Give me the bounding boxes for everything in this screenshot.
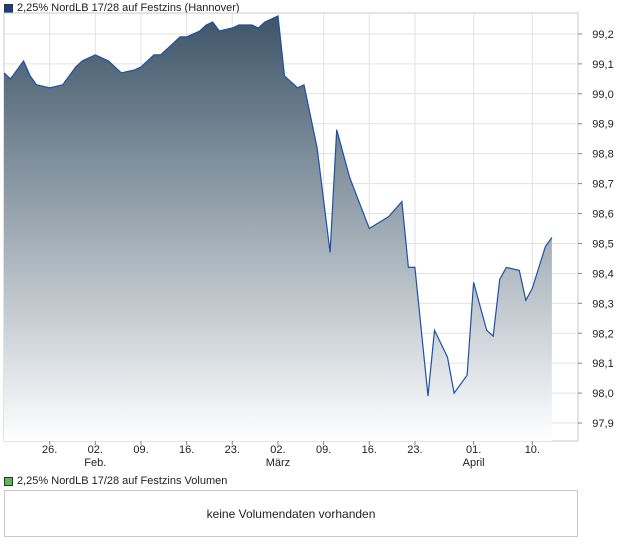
series-area <box>3 15 553 441</box>
volume-panel: keine Volumendaten vorhanden <box>4 490 578 537</box>
y-tick-label: 98,1 <box>592 358 613 370</box>
volume-panel-message: keine Volumendaten vorhanden <box>206 506 376 521</box>
x-tick-label: 02. <box>88 444 103 456</box>
series-line <box>3 15 553 397</box>
y-tick-label: 98,7 <box>592 179 613 191</box>
y-tick-label: 98,3 <box>592 298 613 310</box>
price-chart: 99,2 99,1 99,0 98,9 98,8 98,7 98,6 98,5 98,4 98,3… <box>3 12 614 469</box>
x-tick-label: 26. <box>42 444 57 456</box>
x-tick-label: 23. <box>407 444 422 456</box>
y-tick-label: 98,5 <box>592 238 613 250</box>
legend-price-label: 2,25% NordLB 17/28 auf Festzins (Hannove… <box>17 2 240 14</box>
x-tick-label: 23. <box>225 444 240 456</box>
legend-price: 2,25% NordLB 17/28 auf Festzins (Hannove… <box>4 1 240 15</box>
y-tick-label: 98,9 <box>592 119 613 131</box>
legend-volume: 2,25% NordLB 17/28 auf Festzins Volumen <box>4 474 227 488</box>
x-tick-label: 16. <box>362 444 377 456</box>
y-axis-ticks: 99,2 99,1 99,0 98,9 98,8 98,7 98,6 98,5 98,4 98,3… <box>578 29 614 430</box>
y-tick-label: 98,0 <box>592 388 613 400</box>
y-tick-label: 99,2 <box>592 29 613 41</box>
series-area-fill <box>4 16 552 441</box>
x-tick-label: 09. <box>133 444 148 456</box>
legend-price-swatch <box>4 3 13 13</box>
legend-volume-swatch <box>4 476 13 486</box>
x-tick-label: 02. <box>270 444 285 456</box>
x-month-label: März <box>266 457 290 469</box>
x-axis-ticks: 26. 02. 09. 16. 23. 02. 09. 16. 23. 01. 10. Feb. Mär… <box>42 441 540 469</box>
x-tick-label: 09. <box>316 444 331 456</box>
x-month-label: April <box>463 457 485 469</box>
y-tick-label: 99,0 <box>592 89 613 101</box>
y-tick-label: 98,4 <box>592 268 613 280</box>
y-tick-label: 97,9 <box>592 418 613 430</box>
y-tick-label: 99,1 <box>592 59 613 71</box>
y-tick-label: 98,6 <box>592 209 613 221</box>
x-tick-label: 16. <box>179 444 194 456</box>
y-tick-label: 98,2 <box>592 328 613 340</box>
x-tick-label: 01. <box>466 444 481 456</box>
x-tick-label: 10. <box>525 444 540 456</box>
legend-volume-label: 2,25% NordLB 17/28 auf Festzins Volumen <box>17 475 228 487</box>
y-tick-label: 98,8 <box>592 149 613 161</box>
x-month-label: Feb. <box>84 457 106 469</box>
